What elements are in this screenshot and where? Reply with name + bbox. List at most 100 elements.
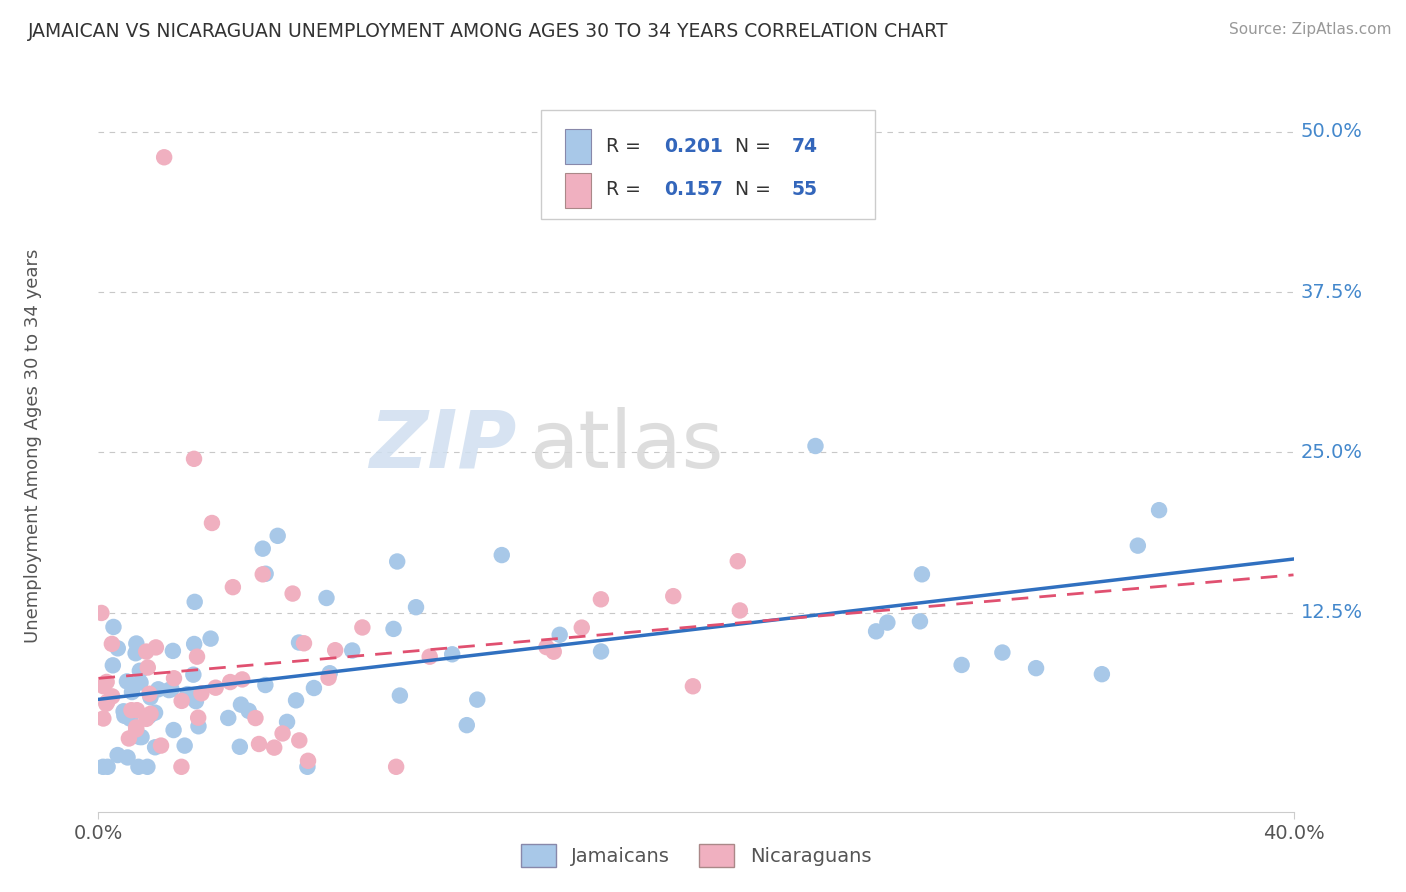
Text: R =: R = (606, 180, 647, 200)
Point (1091, 667, 1114, 681)
Point (441, 648, 464, 662)
Point (405, 600, 427, 615)
Point (238, 704, 260, 718)
Point (292, 636, 315, 650)
Bar (565, 173, 591, 209)
Point (1025, 661, 1047, 675)
Point (184, 694, 207, 708)
Point (323, 643, 346, 657)
Point (90, 606, 112, 620)
Point (101, 658, 124, 673)
Point (96, 697, 118, 711)
Point (267, 529, 290, 543)
Point (145, 640, 167, 655)
Point (157, 683, 180, 698)
Point (319, 666, 342, 681)
Point (285, 693, 308, 707)
Point (125, 720, 148, 734)
Point (162, 644, 184, 658)
Point (128, 664, 150, 678)
Point (263, 740, 285, 755)
Point (254, 566, 277, 581)
Point (115, 674, 138, 689)
Point (139, 706, 162, 721)
Point (491, 548, 513, 562)
Text: 0.201: 0.201 (664, 136, 723, 155)
Point (342, 643, 364, 657)
Text: N =: N = (735, 180, 778, 200)
Point (245, 711, 267, 725)
Point (911, 567, 934, 582)
Point (318, 671, 340, 685)
Point (571, 621, 593, 635)
Point (96, 695, 118, 709)
Point (804, 439, 827, 453)
Point (143, 740, 166, 755)
Point (1126, 539, 1149, 553)
Point (112, 708, 135, 723)
Point (107, 641, 129, 656)
Point (543, 645, 565, 659)
Point (176, 687, 198, 701)
Text: Unemployment Among Ages 30 to 34 years: Unemployment Among Ages 30 to 34 years (24, 249, 42, 643)
Point (128, 730, 150, 744)
Point (120, 703, 142, 717)
Point (135, 644, 157, 658)
Text: R =: R = (606, 136, 647, 155)
Point (1147, 503, 1170, 517)
Point (138, 709, 160, 723)
Point (112, 704, 135, 718)
Point (117, 750, 139, 764)
Point (352, 620, 374, 634)
Point (589, 644, 612, 658)
Point (231, 673, 253, 687)
Point (187, 719, 209, 733)
FancyBboxPatch shape (540, 110, 875, 219)
Text: JAMAICAN VS NICARAGUAN UNEMPLOYMENT AMONG AGES 30 TO 34 YEARS CORRELATION CHART: JAMAICAN VS NICARAGUAN UNEMPLOYMENT AMON… (28, 22, 949, 41)
Point (276, 714, 298, 729)
Point (229, 698, 252, 712)
Point (271, 726, 294, 740)
Point (247, 737, 270, 751)
Point (297, 754, 319, 768)
Point (96, 674, 118, 689)
Point (536, 640, 558, 654)
Point (252, 567, 274, 582)
Point (163, 671, 186, 685)
Point (183, 595, 205, 609)
Point (201, 516, 224, 530)
Point (118, 731, 141, 746)
Point (302, 681, 325, 695)
Point (148, 682, 170, 697)
Point (162, 723, 184, 737)
Point (125, 703, 148, 717)
Point (662, 589, 685, 603)
Point (991, 646, 1014, 660)
Point (382, 622, 405, 636)
Point (217, 711, 239, 725)
Point (200, 632, 222, 646)
Point (124, 646, 146, 660)
Point (950, 657, 973, 672)
Point (254, 678, 277, 692)
Point (183, 667, 205, 681)
Point (183, 451, 205, 466)
Text: N =: N = (735, 136, 778, 155)
Point (138, 687, 160, 701)
Point (160, 682, 183, 697)
Bar (565, 129, 591, 164)
Text: Source: ZipAtlas.com: Source: ZipAtlas.com (1229, 22, 1392, 37)
Text: ZIP: ZIP (370, 407, 517, 485)
Point (288, 635, 311, 649)
Point (121, 685, 143, 699)
Point (682, 679, 704, 693)
Point (170, 760, 193, 774)
Point (187, 711, 209, 725)
Point (589, 592, 612, 607)
Point (419, 649, 441, 664)
Point (281, 586, 304, 600)
Point (135, 712, 157, 726)
Point (170, 694, 193, 708)
Point (229, 739, 252, 754)
Point (385, 760, 408, 774)
